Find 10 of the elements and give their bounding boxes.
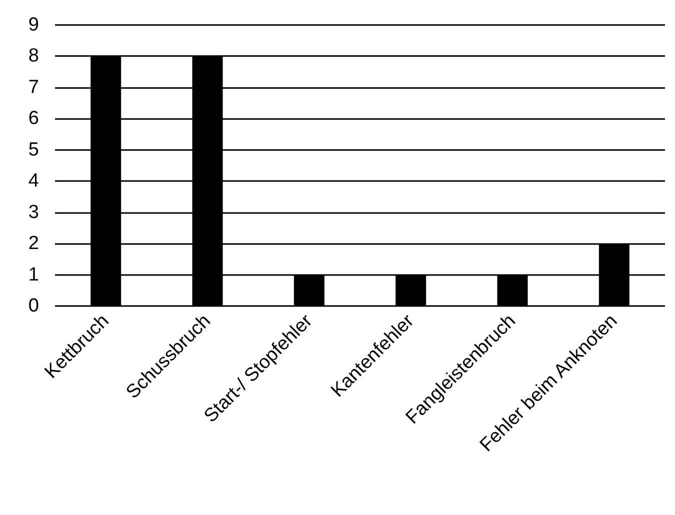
y-tick-label: 1	[28, 264, 39, 286]
y-tick-label: 4	[28, 170, 40, 192]
y-tick-label: 6	[28, 108, 39, 130]
y-tick-label: 3	[28, 202, 39, 223]
y-tick-label: 7	[28, 76, 39, 98]
y-tick-label: 0	[28, 296, 39, 316]
y-tick-label: 5	[28, 139, 39, 160]
y-tick-label: 8	[28, 46, 39, 67]
y-tick-label: 2	[28, 233, 39, 254]
y-tick-label: 9	[28, 14, 39, 36]
